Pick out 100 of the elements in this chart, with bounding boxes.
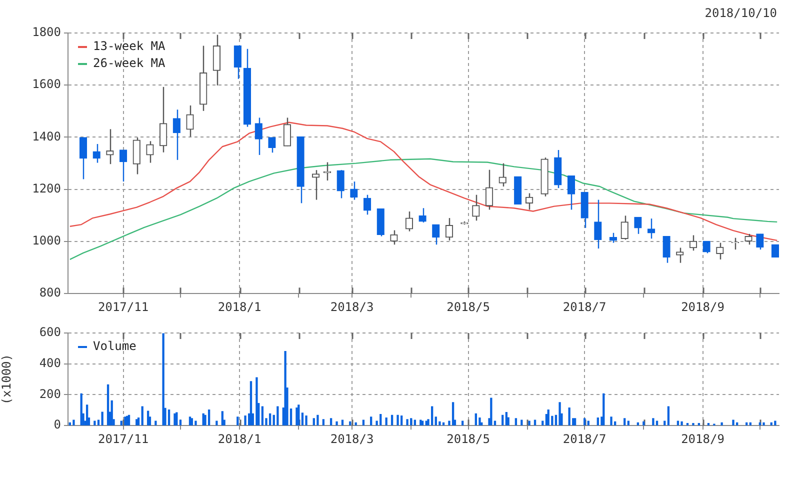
bar	[141, 406, 144, 426]
candlestick	[418, 208, 426, 224]
bar	[686, 422, 689, 426]
bar	[720, 422, 723, 426]
candlestick	[172, 109, 180, 161]
bar	[312, 418, 315, 426]
candlestick	[363, 194, 372, 216]
bar	[330, 418, 332, 426]
bar	[627, 420, 630, 426]
candlestick	[212, 34, 221, 86]
bar	[124, 416, 126, 426]
bar	[514, 418, 518, 426]
bar	[385, 418, 388, 426]
bar	[474, 413, 477, 426]
bar	[106, 384, 110, 426]
bar	[136, 419, 138, 426]
bar	[305, 416, 308, 426]
bar	[284, 351, 286, 426]
y-tick-label: 1800	[32, 25, 61, 40]
candlestick	[594, 199, 602, 250]
bar	[406, 419, 408, 426]
y-tick-label: 1400	[32, 129, 61, 144]
bar	[86, 404, 88, 426]
bar	[680, 421, 683, 426]
candlestick	[567, 175, 576, 210]
bar	[494, 420, 496, 426]
bar	[568, 408, 570, 426]
bar	[656, 420, 658, 426]
bar	[414, 420, 416, 426]
bar	[667, 406, 670, 426]
x-tick-label: 2018/5	[446, 300, 490, 314]
bar	[296, 408, 298, 426]
bar	[128, 414, 130, 426]
candlestick	[731, 237, 739, 250]
candlestick	[716, 242, 724, 260]
bar	[216, 420, 218, 426]
bar	[362, 420, 365, 426]
bar	[396, 414, 399, 426]
bar	[534, 420, 536, 426]
bar	[587, 420, 590, 426]
bar	[528, 420, 530, 426]
x-tick-label: 2018/7	[562, 300, 606, 314]
bar	[652, 418, 654, 426]
candlestick	[498, 162, 506, 188]
bar	[624, 418, 626, 426]
bar	[478, 418, 481, 426]
bar	[461, 420, 464, 426]
bar	[431, 406, 434, 426]
bar	[574, 418, 576, 426]
candlestick	[432, 224, 440, 246]
bar	[72, 420, 75, 426]
bar	[642, 421, 645, 426]
bar	[692, 422, 694, 426]
candlestick	[186, 104, 194, 138]
bar	[236, 416, 239, 426]
bar	[583, 418, 586, 426]
bar	[520, 420, 523, 426]
bar	[188, 416, 192, 426]
bar	[126, 416, 128, 426]
bar	[349, 421, 352, 426]
bar	[137, 418, 140, 426]
y-axis-title: (x1000)	[0, 354, 14, 405]
candlestick	[132, 136, 140, 175]
legend-label: Volume	[92, 338, 136, 355]
candlestick	[445, 217, 454, 242]
x-tick-label: 2017/11	[98, 432, 149, 446]
bar	[316, 414, 319, 426]
bar	[420, 420, 422, 426]
bar	[322, 419, 325, 426]
bar	[168, 410, 170, 426]
bar	[154, 420, 157, 426]
x-tick-label: 2018/7	[562, 432, 606, 446]
bar	[434, 416, 437, 426]
candlestick	[744, 233, 752, 246]
bar	[341, 420, 344, 426]
bar	[774, 420, 776, 426]
x-tick-label: 2018/5	[446, 432, 490, 446]
bar	[176, 412, 178, 426]
candlestick	[756, 233, 764, 250]
candlestick	[485, 169, 494, 210]
bar	[400, 416, 403, 426]
candlestick	[609, 232, 617, 244]
bar	[547, 410, 550, 426]
bar	[602, 393, 605, 426]
candlestick	[350, 180, 358, 200]
bar	[174, 413, 176, 426]
bar	[421, 420, 424, 426]
candlestick	[647, 218, 656, 240]
bar	[298, 404, 300, 426]
y-tick-label: 600	[39, 325, 61, 340]
candlestick	[234, 45, 242, 80]
x-tick-label: 2018/9	[681, 432, 724, 446]
bar	[256, 377, 258, 426]
bar	[596, 418, 599, 426]
bar	[276, 406, 279, 426]
candlestick	[405, 210, 414, 232]
candlestick	[283, 117, 292, 147]
bar	[336, 421, 338, 426]
bar	[664, 420, 666, 426]
candlestick	[472, 194, 480, 222]
